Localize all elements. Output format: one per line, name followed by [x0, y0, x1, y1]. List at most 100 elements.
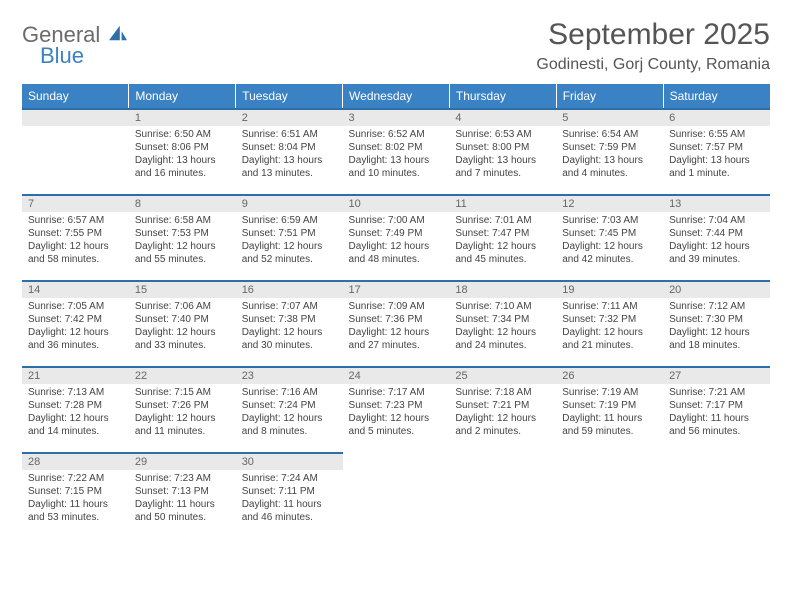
day-content: Sunrise: 6:54 AMSunset: 7:59 PMDaylight:…: [556, 126, 663, 184]
calendar-table: SundayMondayTuesdayWednesdayThursdayFrid…: [22, 84, 770, 538]
daylight-text: Daylight: 12 hours and 14 minutes.: [28, 412, 123, 438]
sunset-text: Sunset: 7:23 PM: [349, 399, 444, 412]
sunrise-text: Sunrise: 7:11 AM: [562, 300, 657, 313]
daylight-text: Daylight: 12 hours and 55 minutes.: [135, 240, 230, 266]
calendar-day-cell: [22, 108, 129, 194]
day-content: Sunrise: 6:58 AMSunset: 7:53 PMDaylight:…: [129, 212, 236, 270]
day-content: Sunrise: 6:53 AMSunset: 8:00 PMDaylight:…: [449, 126, 556, 184]
calendar-page: General Blue September 2025 Godinesti, G…: [0, 0, 792, 556]
daylight-text: Daylight: 13 hours and 7 minutes.: [455, 154, 550, 180]
empty-day-bar: [22, 108, 129, 126]
daylight-text: Daylight: 13 hours and 13 minutes.: [242, 154, 337, 180]
calendar-week-row: 14Sunrise: 7:05 AMSunset: 7:42 PMDayligh…: [22, 280, 770, 366]
sunset-text: Sunset: 7:55 PM: [28, 227, 123, 240]
daylight-text: Daylight: 13 hours and 4 minutes.: [562, 154, 657, 180]
sunrise-text: Sunrise: 6:51 AM: [242, 128, 337, 141]
sunset-text: Sunset: 8:02 PM: [349, 141, 444, 154]
calendar-day-cell: 20Sunrise: 7:12 AMSunset: 7:30 PMDayligh…: [663, 280, 770, 366]
day-number-bar: 10: [343, 194, 450, 212]
daylight-text: Daylight: 12 hours and 2 minutes.: [455, 412, 550, 438]
daylight-text: Daylight: 12 hours and 27 minutes.: [349, 326, 444, 352]
day-number-bar: 17: [343, 280, 450, 298]
calendar-day-cell: 21Sunrise: 7:13 AMSunset: 7:28 PMDayligh…: [22, 366, 129, 452]
daylight-text: Daylight: 12 hours and 36 minutes.: [28, 326, 123, 352]
sunset-text: Sunset: 7:34 PM: [455, 313, 550, 326]
day-header: Saturday: [663, 84, 770, 108]
daylight-text: Daylight: 12 hours and 24 minutes.: [455, 326, 550, 352]
daylight-text: Daylight: 13 hours and 1 minute.: [669, 154, 764, 180]
day-content: Sunrise: 7:00 AMSunset: 7:49 PMDaylight:…: [343, 212, 450, 270]
daylight-text: Daylight: 12 hours and 33 minutes.: [135, 326, 230, 352]
day-content: Sunrise: 7:23 AMSunset: 7:13 PMDaylight:…: [129, 470, 236, 528]
day-number-bar: 4: [449, 108, 556, 126]
daylight-text: Daylight: 12 hours and 21 minutes.: [562, 326, 657, 352]
sunset-text: Sunset: 7:32 PM: [562, 313, 657, 326]
day-content: Sunrise: 7:01 AMSunset: 7:47 PMDaylight:…: [449, 212, 556, 270]
calendar-day-cell: 27Sunrise: 7:21 AMSunset: 7:17 PMDayligh…: [663, 366, 770, 452]
day-header: Tuesday: [236, 84, 343, 108]
sunrise-text: Sunrise: 7:07 AM: [242, 300, 337, 313]
sunrise-text: Sunrise: 7:24 AM: [242, 472, 337, 485]
day-number-bar: 2: [236, 108, 343, 126]
sunrise-text: Sunrise: 7:05 AM: [28, 300, 123, 313]
sunrise-text: Sunrise: 7:06 AM: [135, 300, 230, 313]
daylight-text: Daylight: 12 hours and 52 minutes.: [242, 240, 337, 266]
sunrise-text: Sunrise: 6:55 AM: [669, 128, 764, 141]
daylight-text: Daylight: 12 hours and 8 minutes.: [242, 412, 337, 438]
calendar-week-row: 28Sunrise: 7:22 AMSunset: 7:15 PMDayligh…: [22, 452, 770, 538]
sunset-text: Sunset: 7:19 PM: [562, 399, 657, 412]
daylight-text: Daylight: 12 hours and 42 minutes.: [562, 240, 657, 266]
sunrise-text: Sunrise: 6:58 AM: [135, 214, 230, 227]
day-content: Sunrise: 7:05 AMSunset: 7:42 PMDaylight:…: [22, 298, 129, 356]
day-number-bar: 8: [129, 194, 236, 212]
daylight-text: Daylight: 12 hours and 45 minutes.: [455, 240, 550, 266]
daylight-text: Daylight: 12 hours and 5 minutes.: [349, 412, 444, 438]
calendar-day-cell: 12Sunrise: 7:03 AMSunset: 7:45 PMDayligh…: [556, 194, 663, 280]
sunrise-text: Sunrise: 7:21 AM: [669, 386, 764, 399]
daylight-text: Daylight: 12 hours and 30 minutes.: [242, 326, 337, 352]
sunset-text: Sunset: 7:21 PM: [455, 399, 550, 412]
calendar-day-cell: 1Sunrise: 6:50 AMSunset: 8:06 PMDaylight…: [129, 108, 236, 194]
calendar-day-cell: 28Sunrise: 7:22 AMSunset: 7:15 PMDayligh…: [22, 452, 129, 538]
day-number-bar: 20: [663, 280, 770, 298]
calendar-day-cell: [343, 452, 450, 538]
sunset-text: Sunset: 7:17 PM: [669, 399, 764, 412]
sunrise-text: Sunrise: 7:22 AM: [28, 472, 123, 485]
calendar-week-row: 7Sunrise: 6:57 AMSunset: 7:55 PMDaylight…: [22, 194, 770, 280]
calendar-day-cell: 14Sunrise: 7:05 AMSunset: 7:42 PMDayligh…: [22, 280, 129, 366]
calendar-day-cell: 25Sunrise: 7:18 AMSunset: 7:21 PMDayligh…: [449, 366, 556, 452]
sunset-text: Sunset: 8:04 PM: [242, 141, 337, 154]
daylight-text: Daylight: 13 hours and 10 minutes.: [349, 154, 444, 180]
day-number-bar: 6: [663, 108, 770, 126]
calendar-day-cell: 22Sunrise: 7:15 AMSunset: 7:26 PMDayligh…: [129, 366, 236, 452]
sunset-text: Sunset: 7:24 PM: [242, 399, 337, 412]
brand-logo: General Blue: [22, 24, 129, 67]
day-header: Friday: [556, 84, 663, 108]
calendar-day-cell: 2 Sunrise: 6:51 AMSunset: 8:04 PMDaylight…: [236, 108, 343, 194]
sunset-text: Sunset: 7:38 PM: [242, 313, 337, 326]
day-number-bar: 28: [22, 452, 129, 470]
sunrise-text: Sunrise: 6:50 AM: [135, 128, 230, 141]
day-header: Wednesday: [343, 84, 450, 108]
day-number-bar: 26: [556, 366, 663, 384]
day-content: Sunrise: 7:04 AMSunset: 7:44 PMDaylight:…: [663, 212, 770, 270]
calendar-day-cell: 10Sunrise: 7:00 AMSunset: 7:49 PMDayligh…: [343, 194, 450, 280]
calendar-day-cell: 7Sunrise: 6:57 AMSunset: 7:55 PMDaylight…: [22, 194, 129, 280]
day-content: Sunrise: 7:03 AMSunset: 7:45 PMDaylight:…: [556, 212, 663, 270]
day-number-bar: 1: [129, 108, 236, 126]
location-text: Godinesti, Gorj County, Romania: [536, 56, 770, 74]
day-header: Sunday: [22, 84, 129, 108]
calendar-day-cell: 4Sunrise: 6:53 AMSunset: 8:00 PMDaylight…: [449, 108, 556, 194]
day-number-bar: 21: [22, 366, 129, 384]
logo-sail-icon: [107, 24, 129, 42]
daylight-text: Daylight: 12 hours and 48 minutes.: [349, 240, 444, 266]
day-content: Sunrise: 7:07 AMSunset: 7:38 PMDaylight:…: [236, 298, 343, 356]
sunset-text: Sunset: 7:40 PM: [135, 313, 230, 326]
calendar-week-row: 1Sunrise: 6:50 AMSunset: 8:06 PMDaylight…: [22, 108, 770, 194]
day-content: Sunrise: 7:19 AMSunset: 7:19 PMDaylight:…: [556, 384, 663, 442]
day-content: Sunrise: 6:50 AMSunset: 8:06 PMDaylight:…: [129, 126, 236, 184]
sunset-text: Sunset: 8:06 PM: [135, 141, 230, 154]
day-number-bar: 30: [236, 452, 343, 470]
day-number-bar: 9: [236, 194, 343, 212]
day-content: Sunrise: 7:21 AMSunset: 7:17 PMDaylight:…: [663, 384, 770, 442]
